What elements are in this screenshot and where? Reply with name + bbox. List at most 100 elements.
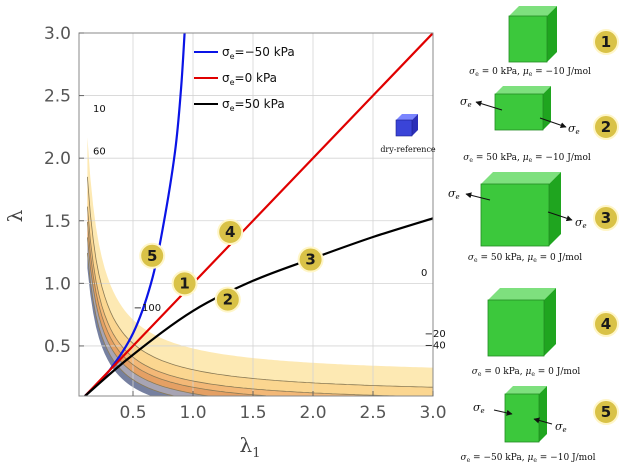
state-markers: 1 2 3 4 5 [139,219,324,313]
marker-circle [593,114,619,140]
contour-line [87,221,275,396]
axis-ticks: 0.5 1.0 1.5 2.0 2.5 3.0 0.5 1.0 1.5 2.0 2.5 3.0 [44,24,447,423]
contour-lines [87,176,433,396]
panel-4: σe = 0 kPa, μe = 0 J/mol [472,288,581,378]
x-tick-label: 1.5 [239,403,266,423]
stress-label-5-left: σe [473,401,485,415]
marker-label: 5 [601,403,611,421]
state-marker: 3 [297,246,324,273]
x-axis-label: λ1 [240,433,261,461]
x-tick-label: 3.0 [419,403,446,423]
marker-circle [171,270,198,297]
y-tick-label: 1.0 [44,274,71,294]
marker-label: 3 [305,251,315,269]
marker-circle [139,242,166,269]
cube-3 [480,172,561,247]
contour-band [87,252,175,396]
panel-3: σe σe σe = 50 kPa, μe = 0 J/mol [448,172,587,264]
series-line [84,33,433,396]
marker-circle [593,399,619,425]
legend-label-3: σe=50 kPa [222,97,285,113]
stress-label-3-right: σe [575,216,587,230]
caption-3: σe = 50 kPa, μe = 0 J/mol [468,253,582,264]
panel-marker: 4 [593,311,619,337]
marker-label: 2 [601,118,611,136]
contour-label: 10 [93,104,106,115]
marker-circle [593,311,619,337]
y-tick-label: 0.5 [44,337,71,357]
state-marker: 1 [171,270,198,297]
cube-5 [504,386,547,443]
plot-frame [78,32,434,397]
panel-5: σe σe σe = −50 kPa, μe = −10 J/mol [460,386,596,464]
marker-label: 1 [179,274,189,292]
grid [79,32,434,396]
panel-marker: 5 [593,399,619,425]
caption-1: σe = 0 kPa, μe = −10 J/mol [469,67,591,78]
stress-label-2-right: σe [568,122,580,136]
cube-2 [494,86,551,131]
marker-label: 5 [147,247,157,265]
panel-marker: 3 [593,205,619,231]
legend-label-1: σe=−50 kPa [222,45,295,61]
contour-line [87,252,176,396]
contour-label: −20 [425,329,446,340]
marker-label: 4 [225,223,235,241]
x-tick-label: 0.5 [119,403,146,423]
legend-label-2: σe=0 kPa [222,71,277,87]
panel-markers: 1 2 3 4 5 [593,29,619,425]
x-tick-label: 1.0 [179,403,206,423]
caption-4: σe = 0 kPa, μe = 0 J/mol [472,367,581,378]
state-marker: 5 [139,242,166,269]
contour-line [87,206,416,396]
contour-labels: 10 60 0 −100 −20−40 [93,104,446,352]
y-tick-label: 2.5 [44,87,71,107]
legend: σe=−50 kPa σe=0 kPa σe=50 kPa [194,45,295,113]
cube-1 [508,6,557,63]
cube-4 [487,288,556,357]
dry-reference-cube [395,114,418,137]
marker-circle [593,29,619,55]
dry-reference-label: dry-reference [380,145,436,154]
panel-2: σe σe σe = 50 kPa, μe = −10 J/mol [460,86,591,164]
caption-2: σe = 50 kPa, μe = −10 J/mol [463,153,591,164]
panel-marker: 2 [593,114,619,140]
marker-label: 1 [601,33,611,51]
state-marker: 4 [217,219,244,246]
stress-arrow-3-left [465,192,491,201]
marker-circle [593,205,619,231]
panel-1: σe = 0 kPa, μe = −10 J/mol [469,6,591,78]
stress-label-5-right: σe [555,420,567,434]
contour-line [87,176,433,388]
y-tick-label: 2.0 [44,149,71,169]
marker-circle [297,246,324,273]
marker-label: 3 [601,209,611,227]
state-marker: 2 [214,286,241,313]
stress-arrow-5-left [493,409,513,416]
caption-5: σe = −50 kPa, μe = −10 J/mol [460,453,595,464]
y-tick-label: 3.0 [44,24,71,44]
contour-line [87,237,212,396]
stress-arrow-2-left [475,100,503,111]
x-tick-label: 2.0 [299,403,326,423]
marker-circle [217,219,244,246]
y-axis-label: λ [3,209,27,222]
y-tick-label: 1.5 [44,212,71,232]
marker-label: 2 [223,291,233,309]
marker-label: 4 [601,315,611,333]
contour-bands [87,137,433,396]
stress-arrow-5-right [533,417,553,425]
stress-arrow-2-right [539,117,567,129]
x-tick-label: 2.5 [359,403,386,423]
stress-label-2-left: σe [460,95,472,109]
stress-label-3-left: σe [448,187,460,201]
stress-arrow-3-right [547,211,573,222]
marker-circle [214,286,241,313]
contour-label: −40 [425,340,446,351]
series-line [84,217,433,396]
contour-label: 60 [93,146,106,157]
contour-label: 0 [421,268,427,279]
panel-marker: 1 [593,29,619,55]
contour-label: −100 [134,303,161,314]
